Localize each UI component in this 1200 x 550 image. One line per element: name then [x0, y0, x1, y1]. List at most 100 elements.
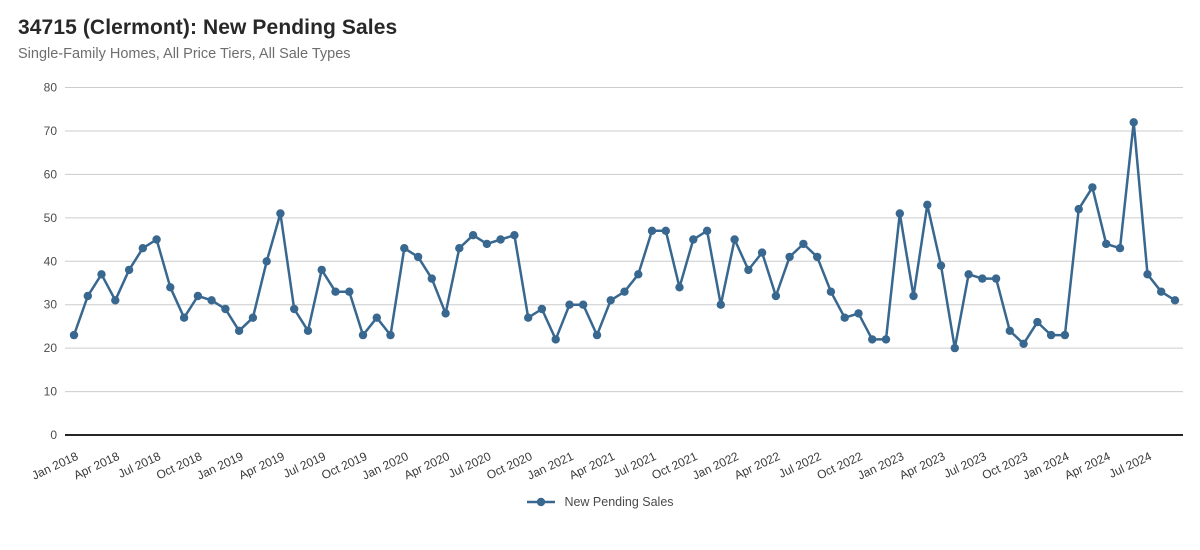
data-point[interactable]	[69, 330, 79, 340]
data-point[interactable]	[978, 274, 987, 283]
data-point[interactable]	[964, 270, 973, 279]
y-tick-label: 80	[44, 81, 58, 95]
data-point[interactable]	[1170, 296, 1180, 305]
data-point[interactable]	[909, 291, 918, 301]
data-point[interactable]	[83, 291, 93, 301]
data-point[interactable]	[358, 330, 368, 340]
data-point[interactable]	[1102, 239, 1111, 249]
data-point[interactable]	[207, 296, 216, 305]
data-point[interactable]	[1129, 118, 1138, 127]
data-point[interactable]	[138, 244, 147, 253]
data-point[interactable]	[1088, 183, 1097, 192]
data-point[interactable]	[620, 287, 629, 296]
page-subtitle: Single-Family Homes, All Price Tiers, Al…	[18, 46, 351, 62]
data-point[interactable]	[234, 326, 244, 335]
data-point[interactable]	[124, 265, 134, 275]
data-point[interactable]	[166, 283, 175, 292]
x-tick-label: Apr 2021	[567, 449, 617, 482]
data-point[interactable]	[372, 313, 381, 322]
data-point[interactable]	[152, 235, 161, 244]
y-tick-label: 50	[44, 211, 58, 225]
legend-item-new-pending-sales[interactable]: New Pending Sales	[526, 495, 674, 509]
data-point[interactable]	[179, 313, 189, 322]
data-point[interactable]	[813, 252, 822, 262]
data-point[interactable]	[551, 335, 560, 344]
data-point[interactable]	[317, 265, 326, 275]
data-point[interactable]	[868, 335, 877, 344]
data-point[interactable]	[193, 291, 203, 301]
data-point[interactable]	[537, 304, 547, 314]
data-point[interactable]	[634, 270, 643, 279]
data-point[interactable]	[936, 261, 946, 270]
data-point[interactable]	[840, 313, 849, 322]
x-tick-label: Jan 2020	[360, 449, 411, 483]
data-point[interactable]	[716, 300, 725, 309]
data-point[interactable]	[1157, 287, 1166, 296]
data-point[interactable]	[276, 209, 285, 218]
data-point[interactable]	[303, 326, 313, 335]
data-point[interactable]	[565, 300, 574, 309]
data-point[interactable]	[923, 200, 932, 209]
data-point[interactable]	[427, 274, 436, 283]
data-point[interactable]	[881, 335, 891, 344]
data-point[interactable]	[854, 309, 863, 318]
data-point[interactable]	[744, 265, 753, 275]
series-line-new-pending-sales	[72, 121, 1177, 350]
data-point[interactable]	[441, 309, 450, 318]
data-point[interactable]	[1074, 204, 1083, 214]
data-point[interactable]	[579, 300, 588, 309]
x-tick-label: Apr 2020	[402, 449, 452, 482]
data-point[interactable]	[468, 231, 478, 240]
data-point[interactable]	[661, 226, 670, 235]
data-point[interactable]	[1019, 339, 1028, 348]
data-point[interactable]	[290, 304, 299, 314]
x-tick-label: Apr 2018	[71, 449, 121, 482]
data-point[interactable]	[262, 257, 271, 266]
data-point[interactable]	[111, 296, 120, 305]
data-point[interactable]	[785, 252, 794, 262]
x-tick-label: Apr 2022	[732, 449, 782, 482]
data-point[interactable]	[413, 252, 423, 262]
data-point[interactable]	[647, 226, 657, 235]
data-point[interactable]	[482, 239, 492, 249]
y-tick-label: 10	[44, 385, 58, 399]
data-point[interactable]	[248, 313, 258, 322]
data-point[interactable]	[386, 330, 395, 340]
data-point[interactable]	[496, 235, 505, 244]
data-point[interactable]	[799, 239, 808, 249]
data-point[interactable]	[1005, 326, 1014, 335]
data-point[interactable]	[771, 291, 781, 301]
x-tick-label: Apr 2024	[1062, 449, 1112, 482]
data-point[interactable]	[510, 231, 519, 240]
y-tick-label: 20	[44, 341, 58, 355]
data-point[interactable]	[345, 287, 354, 296]
data-point[interactable]	[221, 304, 230, 314]
data-point[interactable]	[730, 235, 739, 244]
data-point[interactable]	[950, 343, 959, 353]
data-point[interactable]	[331, 287, 340, 296]
data-point[interactable]	[1115, 244, 1125, 253]
x-tick-label: Jan 2022	[690, 449, 741, 483]
legend-label: New Pending Sales	[564, 495, 674, 509]
x-tick-label: Jan 2023	[855, 449, 906, 483]
data-point[interactable]	[455, 244, 464, 253]
data-point[interactable]	[675, 283, 684, 292]
data-point[interactable]	[689, 235, 698, 244]
data-point[interactable]	[592, 330, 602, 340]
data-point[interactable]	[895, 209, 904, 218]
data-point[interactable]	[757, 248, 767, 257]
data-point[interactable]	[97, 270, 106, 279]
data-point[interactable]	[1060, 330, 1070, 340]
data-point[interactable]	[1033, 317, 1042, 327]
data-point[interactable]	[991, 274, 1001, 283]
data-point[interactable]	[1046, 330, 1056, 340]
chart-legend: New Pending Sales	[0, 495, 1200, 509]
data-point[interactable]	[826, 287, 836, 296]
data-point[interactable]	[1143, 270, 1152, 279]
data-point[interactable]	[606, 296, 615, 305]
data-point[interactable]	[702, 226, 712, 235]
data-point[interactable]	[524, 313, 533, 322]
x-tick-label: Jan 2024	[1020, 449, 1071, 483]
data-point[interactable]	[400, 244, 409, 253]
